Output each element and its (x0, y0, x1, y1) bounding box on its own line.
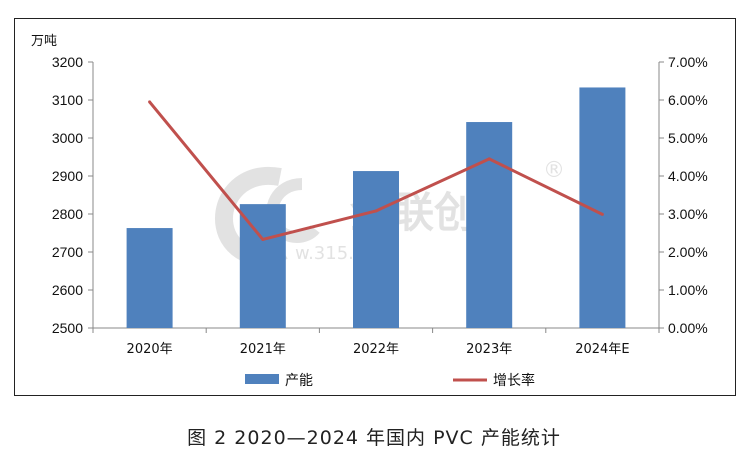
right-tick-label: 1.00% (668, 282, 708, 298)
x-tick-label: 2023年 (466, 342, 512, 357)
x-tick-label: 2020年 (127, 342, 173, 357)
left-axis: 2500 2600 2700 2800 2900 3000 3100 3200 (52, 54, 660, 336)
bar-capacity (126, 228, 173, 328)
right-axis: 0.00% 1.00% 2.00% 3.00% 4.00% 5.00% 6.00% 7.00% (658, 54, 708, 336)
bar-capacity (466, 122, 513, 328)
x-tick-label: 2024年E (575, 342, 629, 357)
right-tick-label: 3.00% (668, 206, 708, 222)
right-tick-label: 0.00% (668, 320, 708, 336)
legend: 产能 增长率 (245, 372, 535, 389)
unit-label: 万吨 (31, 34, 57, 49)
legend-swatch-capacity (245, 374, 279, 384)
line-point (600, 212, 604, 216)
line-point (148, 100, 152, 104)
line-point (374, 209, 378, 213)
legend-label-growth: 增长率 (493, 372, 535, 389)
right-tick-label: 2.00% (668, 244, 708, 260)
figure-caption: 图 2 2020—2024 年国内 PVC 产能统计 (187, 427, 561, 449)
bar-capacity (239, 204, 286, 328)
right-tick-label: 6.00% (668, 92, 708, 108)
left-tick-label: 2700 (52, 244, 83, 260)
left-tick-label: 2500 (52, 320, 83, 336)
left-tick-label: 2900 (52, 168, 83, 184)
left-tick-label: 3200 (52, 54, 83, 70)
x-axis-labels: 2020年 2021年 2022年 2023年 2024年E (127, 342, 630, 357)
chart-frame: 金联创 w.315.com ® 万吨 2500 2600 2700 2800 2900 3… (14, 18, 736, 396)
right-tick-label: 7.00% (668, 54, 708, 70)
bar-capacity (353, 171, 399, 328)
left-tick-label: 2800 (52, 206, 83, 222)
line-point (487, 157, 491, 161)
right-tick-label: 4.00% (668, 168, 708, 184)
x-tick-label: 2021年 (240, 342, 286, 357)
left-tick-label: 3100 (52, 92, 83, 108)
left-tick-label: 2600 (52, 282, 83, 298)
watermark-registered: ® (543, 158, 565, 183)
line-point (261, 237, 265, 241)
x-tick-label: 2022年 (353, 342, 399, 357)
left-tick-label: 3000 (52, 130, 83, 146)
chart-svg: 金联创 w.315.com ® 万吨 250026002700280029003… (31, 34, 708, 389)
bar-series (126, 87, 626, 329)
legend-label-capacity: 产能 (285, 373, 313, 389)
line-series (148, 100, 604, 241)
right-tick-label: 5.00% (668, 130, 708, 146)
